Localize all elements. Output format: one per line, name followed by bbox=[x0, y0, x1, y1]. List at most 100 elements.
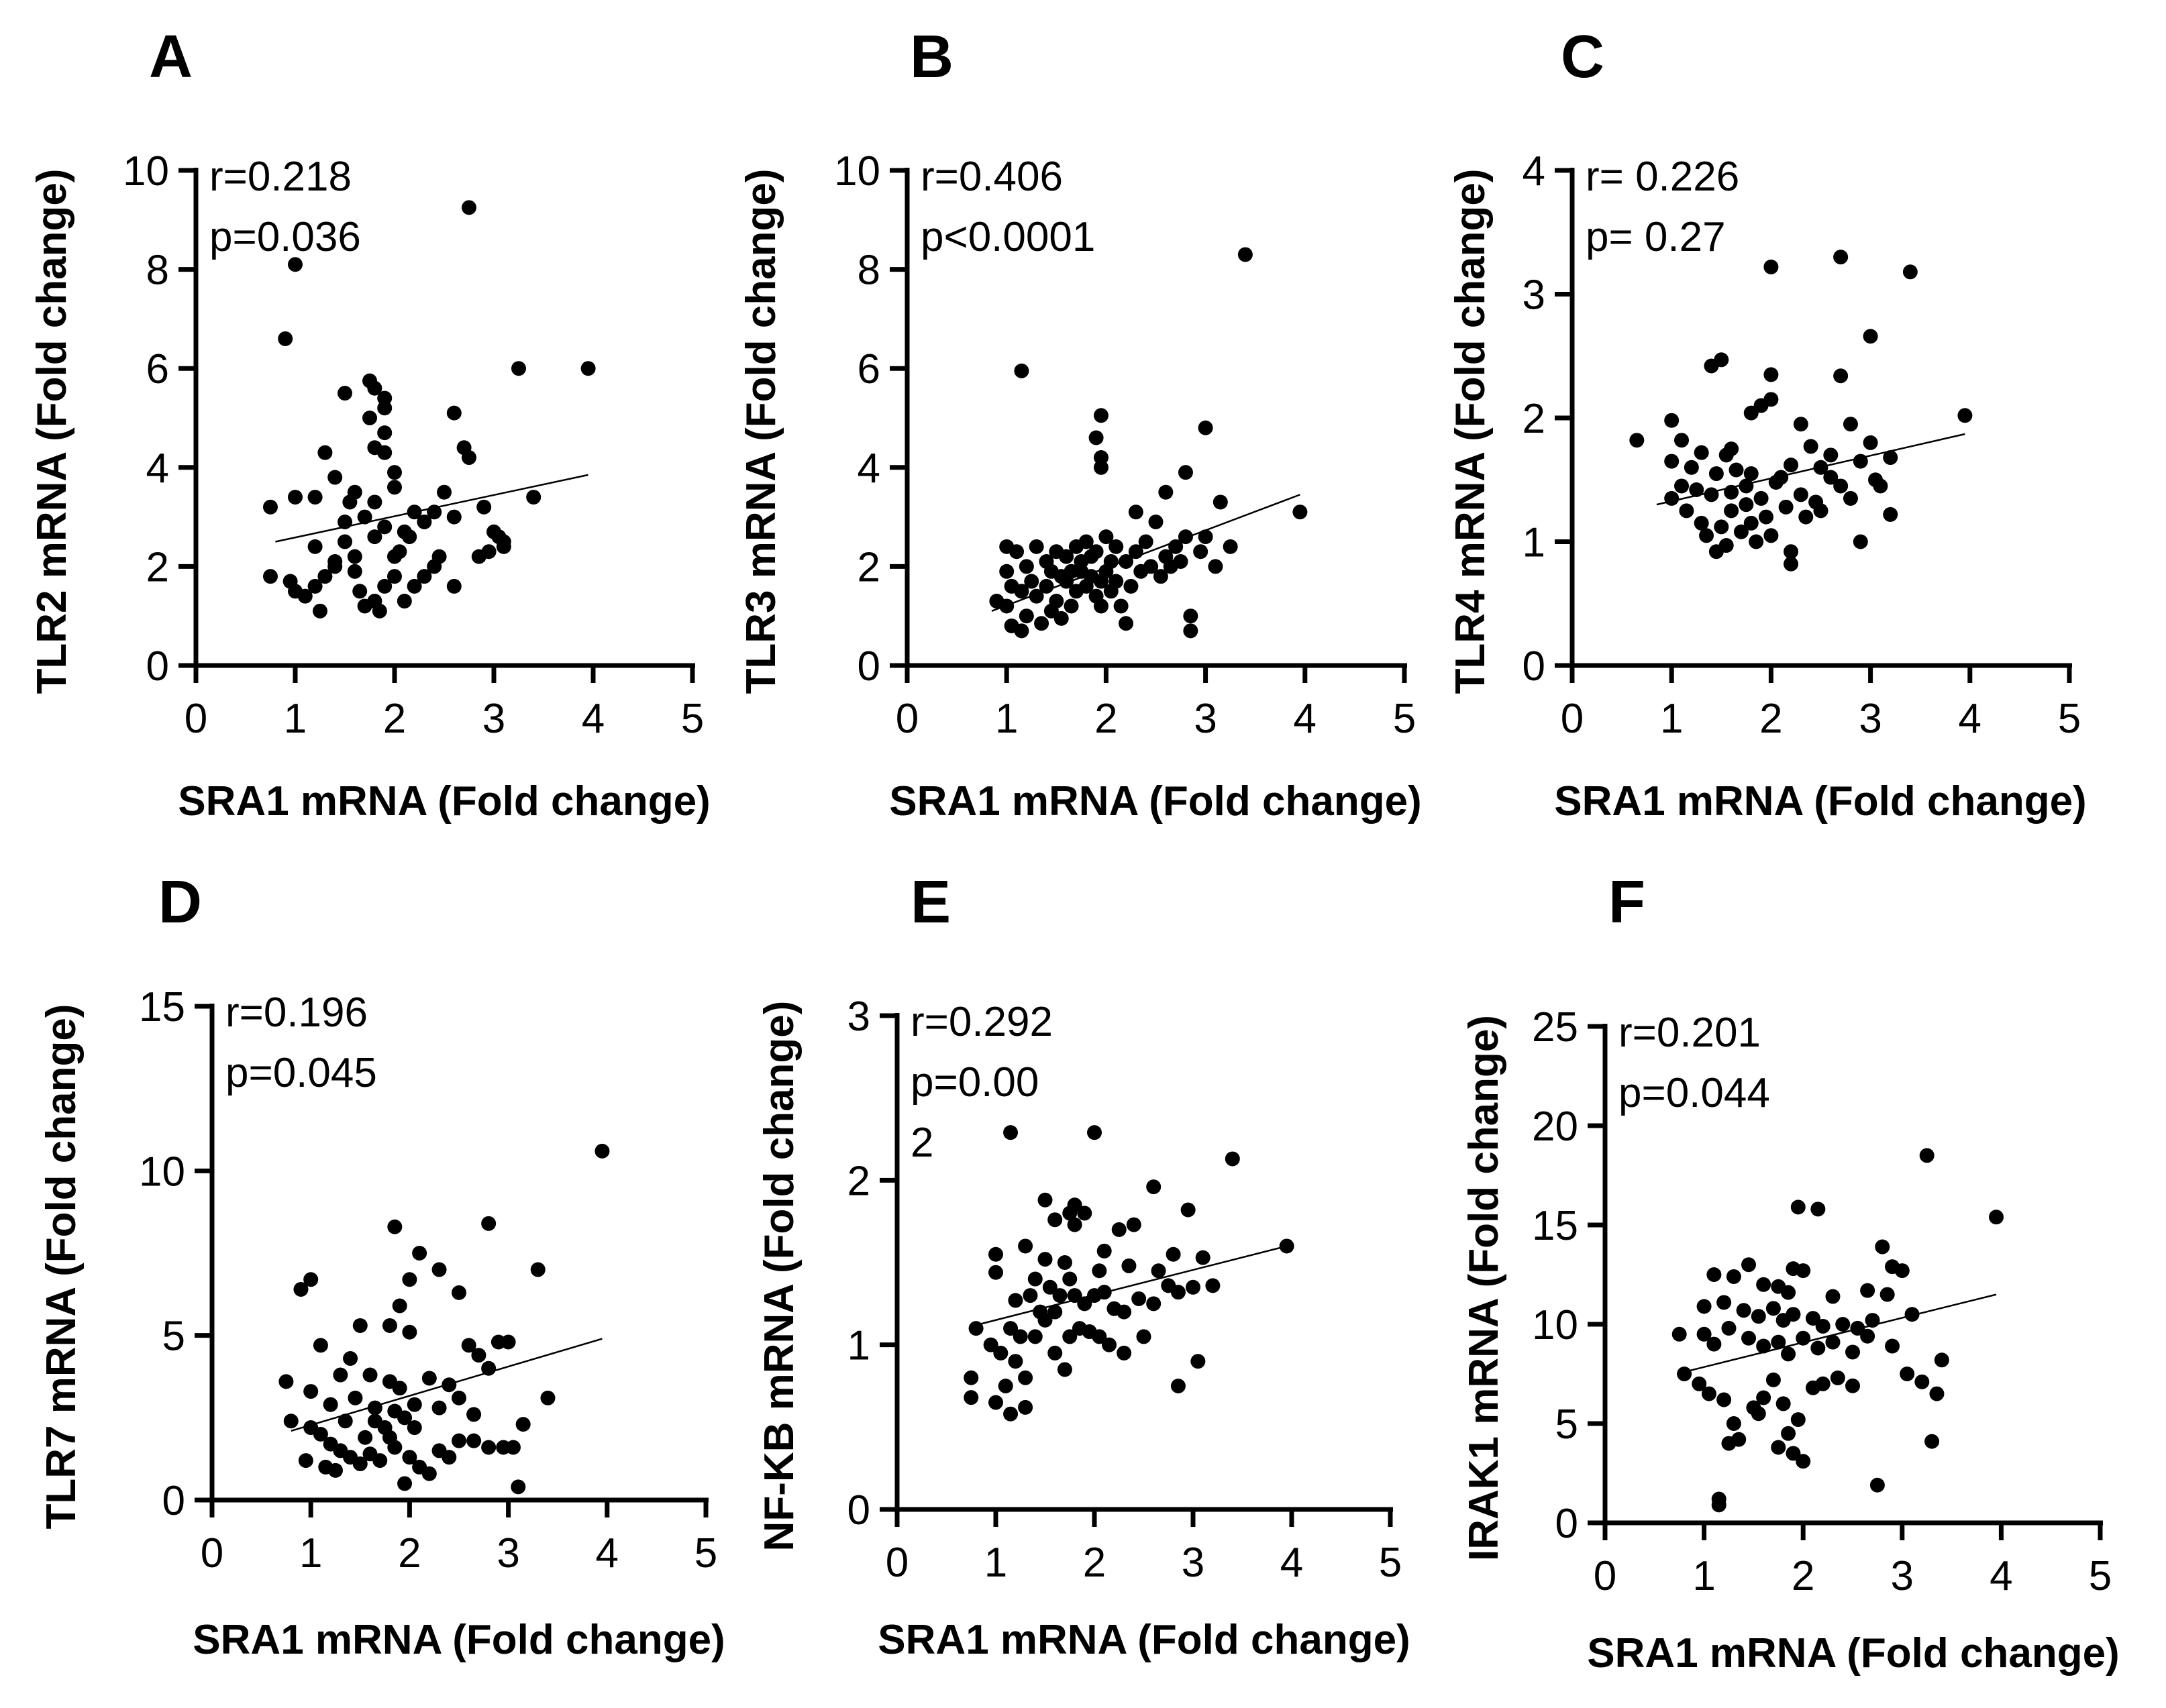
data-point bbox=[367, 494, 382, 510]
data-point bbox=[462, 450, 476, 466]
x-tick-label: 3 bbox=[1859, 696, 1881, 742]
data-point bbox=[1049, 594, 1064, 609]
data-point bbox=[1023, 1288, 1038, 1303]
x-tick-label: 2 bbox=[1094, 696, 1117, 742]
x-tick-label: 0 bbox=[201, 1530, 223, 1577]
x-tick-label: 4 bbox=[1294, 696, 1317, 742]
data-point bbox=[964, 1390, 979, 1405]
data-point bbox=[988, 1246, 1003, 1262]
y-tick-label: 6 bbox=[858, 346, 880, 392]
data-point bbox=[1047, 1345, 1063, 1360]
panel-letter: A bbox=[149, 23, 193, 91]
data-point bbox=[1034, 616, 1049, 631]
data-point bbox=[1833, 368, 1849, 384]
data-point bbox=[481, 1216, 497, 1231]
data-point bbox=[1098, 529, 1114, 545]
data-point bbox=[278, 331, 293, 346]
data-point bbox=[1813, 503, 1828, 519]
data-point bbox=[1813, 460, 1828, 475]
y-axis-label: TLR2 mRNA (Fold change) bbox=[29, 168, 75, 694]
x-tick-label: 1 bbox=[995, 696, 1018, 742]
panel-letter: C bbox=[1561, 23, 1604, 91]
data-point bbox=[1756, 1277, 1771, 1292]
y-tick-label: 10 bbox=[139, 1149, 185, 1195]
data-point bbox=[1718, 447, 1734, 463]
data-point bbox=[263, 569, 278, 584]
data-point bbox=[1198, 529, 1213, 545]
data-point bbox=[1692, 1376, 1707, 1391]
data-point bbox=[1751, 1406, 1766, 1422]
stat-annotation: p=0.036 bbox=[209, 214, 361, 260]
data-point bbox=[437, 484, 452, 500]
data-point bbox=[348, 1390, 363, 1405]
data-point bbox=[998, 1379, 1013, 1393]
data-point bbox=[1883, 506, 1898, 522]
data-point bbox=[1733, 524, 1749, 539]
data-point bbox=[999, 598, 1015, 614]
data-point bbox=[278, 1374, 294, 1389]
data-point bbox=[1087, 1125, 1102, 1140]
data-point bbox=[362, 411, 377, 425]
data-point bbox=[1092, 1329, 1107, 1344]
data-point bbox=[1796, 1330, 1811, 1346]
data-point bbox=[1146, 1296, 1162, 1312]
x-axis-label: SRA1 mRNA (Fold change) bbox=[1587, 1630, 2119, 1676]
data-point bbox=[1047, 1212, 1063, 1228]
data-point bbox=[1024, 574, 1039, 589]
data-point bbox=[446, 405, 462, 421]
data-point bbox=[1674, 433, 1690, 448]
stat-annotation: r=0.196 bbox=[225, 990, 368, 1036]
data-point bbox=[446, 509, 462, 525]
data-point bbox=[1113, 598, 1129, 614]
data-point bbox=[1153, 569, 1168, 584]
y-tick-label: 25 bbox=[1532, 1004, 1578, 1051]
data-point bbox=[338, 1413, 353, 1429]
x-axis-label: SRA1 mRNA (Fold change) bbox=[878, 1617, 1410, 1663]
data-point bbox=[343, 1351, 358, 1367]
data-point bbox=[1084, 549, 1099, 564]
data-point bbox=[1796, 1454, 1811, 1469]
data-point bbox=[1018, 1370, 1033, 1385]
data-point bbox=[387, 549, 402, 564]
data-point bbox=[1148, 514, 1164, 529]
data-point bbox=[1677, 1367, 1692, 1381]
data-point bbox=[367, 529, 382, 545]
data-point bbox=[288, 490, 303, 505]
y-tick-label: 2 bbox=[1523, 396, 1545, 442]
data-point bbox=[1103, 554, 1119, 570]
data-point bbox=[1186, 1279, 1200, 1295]
data-point bbox=[1845, 1344, 1860, 1360]
data-point bbox=[1674, 478, 1690, 494]
data-point bbox=[1068, 539, 1084, 554]
data-point bbox=[1756, 1338, 1771, 1354]
data-point bbox=[462, 200, 476, 215]
data-point bbox=[511, 1479, 526, 1495]
data-point bbox=[1786, 1307, 1801, 1322]
y-tick-label: 3 bbox=[1523, 272, 1545, 319]
data-point bbox=[283, 1413, 299, 1429]
data-point bbox=[1096, 1243, 1112, 1259]
data-point bbox=[1170, 1285, 1186, 1300]
data-point bbox=[367, 380, 382, 396]
data-point bbox=[1629, 433, 1645, 448]
data-point bbox=[1689, 482, 1704, 498]
data-point bbox=[317, 445, 333, 460]
data-point bbox=[1694, 445, 1709, 460]
y-tick-label: 0 bbox=[1555, 1501, 1578, 1547]
data-point bbox=[397, 594, 412, 609]
data-point bbox=[1900, 1367, 1915, 1381]
data-point bbox=[367, 1400, 382, 1416]
data-point bbox=[515, 1417, 531, 1432]
data-point bbox=[387, 569, 402, 584]
data-point bbox=[372, 603, 387, 619]
data-point bbox=[1706, 1336, 1722, 1352]
data-point bbox=[1823, 470, 1839, 485]
data-point bbox=[1708, 466, 1724, 482]
data-point bbox=[1701, 1386, 1716, 1401]
y-tick-label: 6 bbox=[146, 346, 169, 392]
data-point bbox=[362, 1367, 378, 1383]
data-point bbox=[377, 401, 393, 416]
data-point bbox=[1178, 529, 1193, 545]
x-tick-label: 0 bbox=[1561, 696, 1584, 742]
